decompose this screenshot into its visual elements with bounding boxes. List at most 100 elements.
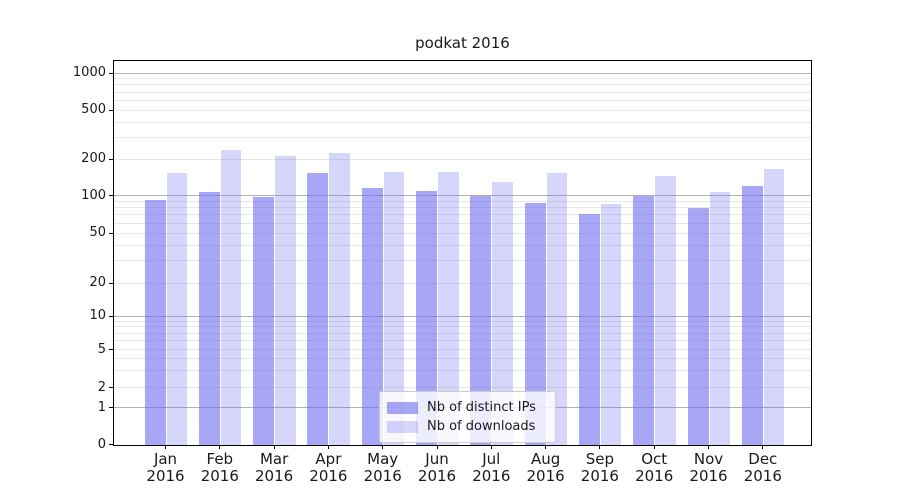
- bar-distinct-ips-feb: [198, 191, 220, 445]
- minor-gridline: [114, 222, 811, 224]
- x-tick-month: Sep: [585, 450, 615, 468]
- bar-downloads-mar: [275, 155, 296, 445]
- minor-gridline: [114, 320, 811, 322]
- x-tick-label: Jun 2016: [407, 451, 467, 485]
- major-gridline: [114, 72, 811, 74]
- minor-gridline: [114, 349, 811, 350]
- x-tick-mark: [490, 445, 492, 449]
- bar-downloads-may: [383, 172, 405, 445]
- x-tick-month: Dec: [748, 450, 778, 468]
- y-tick-mark: [109, 349, 114, 350]
- minor-gridline: [114, 326, 811, 328]
- y-tick-mark: [109, 109, 114, 111]
- minor-gridline: [114, 387, 811, 388]
- bar-downloads-dec: [763, 169, 785, 445]
- minor-gridline: [114, 207, 811, 209]
- bar-distinct-ips-jan: [144, 199, 166, 445]
- y-tick-label: 200: [81, 151, 106, 167]
- y-tick-mark: [109, 407, 114, 408]
- x-tick-mark: [653, 445, 655, 449]
- bar-distinct-ips-oct: [633, 196, 655, 445]
- x-tick-mark: [708, 445, 709, 449]
- x-tick-mark: [219, 445, 221, 449]
- x-tick-year: 2016: [309, 467, 348, 485]
- y-tick-label: 1: [97, 399, 106, 415]
- y-tick-label: 1000: [72, 65, 106, 80]
- bar-downloads-aug: [546, 172, 568, 445]
- bar-distinct-ips-sep: [578, 214, 600, 445]
- bar-downloads-jul: [492, 181, 513, 445]
- x-tick-mark: [273, 445, 275, 449]
- y-tick-label: 2: [97, 379, 106, 395]
- minor-gridline: [114, 78, 811, 80]
- y-tick-label: 20: [89, 275, 106, 290]
- y-tick-label: 100: [81, 187, 106, 203]
- x-tick-mark: [599, 445, 601, 449]
- bar-distinct-ips-nov: [687, 208, 709, 445]
- x-tick-month: Mar: [259, 450, 289, 468]
- y-tick-mark: [109, 444, 114, 445]
- minor-gridline: [114, 158, 811, 160]
- x-tick-label: Aug 2016: [516, 451, 576, 485]
- x-tick-label: Mar 2016: [244, 451, 304, 485]
- x-tick-label: Feb 2016: [190, 451, 250, 485]
- x-tick-mark: [165, 445, 166, 449]
- x-tick-mark: [545, 445, 547, 449]
- x-tick-mark: [382, 445, 384, 449]
- x-tick-month: Apr: [315, 450, 342, 468]
- x-tick-year: 2016: [635, 467, 674, 485]
- x-tick-month: Jan: [153, 450, 178, 468]
- y-tick-label: 0: [97, 436, 106, 452]
- chart-title: podkat 2016: [415, 34, 510, 52]
- minor-gridline: [114, 340, 811, 342]
- bar-downloads-apr: [329, 152, 350, 445]
- x-tick-month: Jun: [425, 450, 449, 468]
- y-tick-mark: [109, 232, 114, 234]
- legend: Nb of distinct IPs Nb of downloads: [379, 391, 556, 443]
- x-tick-label: Jul 2016: [461, 451, 521, 485]
- x-tick-month: Jul: [482, 450, 501, 468]
- y-tick-mark: [109, 72, 114, 74]
- minor-gridline: [114, 200, 811, 202]
- major-gridline: [114, 195, 811, 197]
- y-tick-mark: [109, 315, 114, 317]
- x-tick-year: 2016: [580, 467, 619, 485]
- x-tick-year: 2016: [200, 467, 239, 485]
- legend-item: Nb of distinct IPs: [387, 398, 547, 417]
- x-tick-label: Apr 2016: [298, 451, 358, 485]
- x-tick-label: Nov 2016: [679, 451, 739, 485]
- y-tick-label: 10: [89, 308, 106, 323]
- bar-downloads-oct: [655, 175, 676, 445]
- y-tick-label: 5: [97, 341, 106, 357]
- minor-gridline: [114, 121, 811, 123]
- y-tick-mark: [109, 387, 114, 388]
- bar-distinct-ips-may: [361, 187, 383, 445]
- x-tick-mark: [762, 445, 764, 449]
- legend-label: Nb of downloads: [427, 419, 536, 434]
- minor-gridline: [114, 260, 811, 262]
- minor-gridline: [114, 358, 811, 360]
- legend-swatch-downloads: [387, 420, 418, 433]
- bar-distinct-ips-aug: [524, 202, 546, 445]
- plot-area: Nb of distinct IPs Nb of downloads: [113, 60, 812, 446]
- x-tick-label: Jan 2016: [136, 451, 196, 485]
- bar-downloads-feb: [220, 149, 242, 445]
- y-tick-mark: [109, 158, 114, 160]
- x-tick-label: Sep 2016: [570, 451, 630, 485]
- x-tick-label: May 2016: [353, 451, 413, 485]
- minor-gridline: [114, 214, 811, 216]
- y-tick-mark: [109, 282, 114, 284]
- x-tick-year: 2016: [363, 467, 402, 485]
- y-tick-mark: [109, 195, 114, 197]
- bar-distinct-ips-dec: [741, 185, 763, 445]
- x-tick-month: May: [367, 450, 399, 468]
- x-tick-month: Nov: [693, 450, 724, 468]
- x-tick-year: 2016: [472, 467, 511, 485]
- minor-gridline: [114, 244, 811, 246]
- bar-downloads-jan: [166, 172, 187, 445]
- bar-distinct-ips-apr: [307, 173, 329, 445]
- x-tick-year: 2016: [689, 467, 728, 485]
- x-tick-year: 2016: [743, 467, 782, 485]
- minor-gridline: [114, 232, 811, 234]
